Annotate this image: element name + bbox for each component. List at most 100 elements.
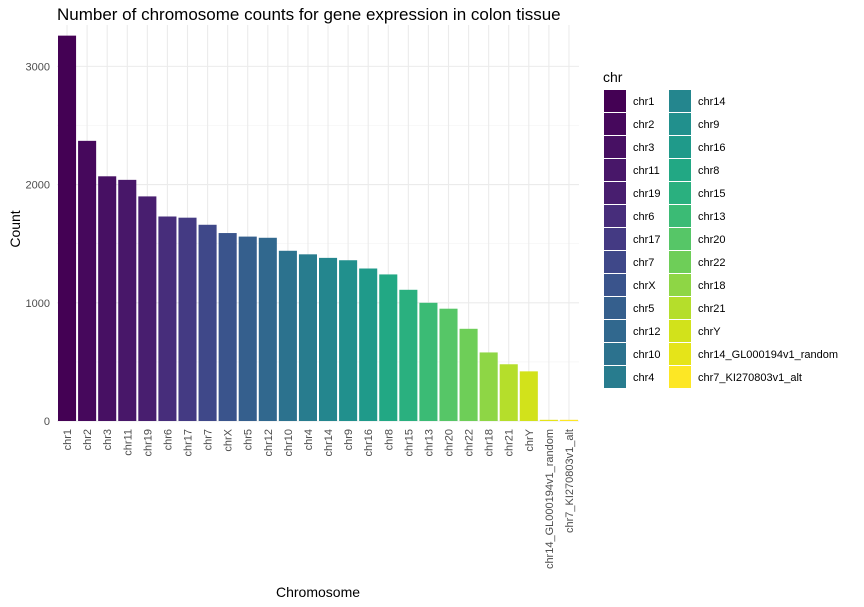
legend-key-chr2: [604, 113, 626, 135]
legend-key-chr16: [669, 136, 691, 158]
legend-label: chr4: [633, 372, 654, 384]
legend-label: chr3: [633, 142, 654, 154]
legend-key-chr15: [669, 182, 691, 204]
legend-key-chr5: [604, 297, 626, 319]
x-tick-label: chrX: [223, 428, 235, 451]
legend-label: chr14_GL000194v1_random: [698, 349, 838, 361]
legend-key-chr1: [604, 90, 626, 112]
legend-key-chr7_KI270803v1_alt: [669, 366, 691, 388]
x-tick-label: chr14: [323, 429, 335, 457]
x-tick-label: chr14_GL000194v1_random: [544, 429, 556, 569]
bar-chr2: [78, 140, 97, 421]
bar-chr1: [58, 35, 77, 422]
bar-chr22: [459, 328, 478, 421]
legend-key-chr12: [604, 320, 626, 342]
bar-chr4: [298, 254, 317, 421]
bar-chr13: [419, 302, 438, 421]
x-tick-label: chr1: [62, 429, 74, 450]
legend-label: chrX: [633, 280, 656, 292]
x-tick-label: chr22: [464, 429, 476, 457]
legend-key-chr22: [669, 251, 691, 273]
x-tick-label: chr9: [343, 429, 355, 450]
legend-label: chr1: [633, 96, 654, 108]
y-axis-ticks: 0 1000 2000 3000: [26, 61, 50, 428]
legend-key-chr19: [604, 182, 626, 204]
x-tick-label: chr2: [82, 429, 94, 450]
x-tick-label: chr7: [203, 429, 215, 450]
bar-chr18: [479, 352, 498, 421]
x-tick-label: chr15: [403, 429, 415, 457]
legend-label: chr10: [633, 349, 661, 361]
bar-chr6: [158, 216, 177, 421]
legend-key-chr7: [604, 251, 626, 273]
bar-chr12: [258, 237, 277, 421]
x-tick-label: chr21: [504, 429, 516, 457]
x-tick-label: chr16: [363, 429, 375, 457]
bar-chr5: [238, 236, 257, 421]
x-tick-label: chr11: [122, 429, 134, 456]
chart-title: Number of chromosome counts for gene exp…: [57, 5, 561, 24]
legend-label: chr18: [698, 280, 726, 292]
legend-label: chr21: [698, 303, 726, 315]
x-tick-label: chr8: [383, 429, 395, 450]
x-tick-label: chr20: [444, 429, 456, 457]
legend-label: chr19: [633, 188, 661, 200]
legend-label: chr16: [698, 142, 726, 154]
legend-label: chr11: [633, 165, 660, 177]
x-tick-label: chr4: [303, 429, 315, 450]
legend-key-chr21: [669, 297, 691, 319]
legend-key-chr18: [669, 274, 691, 296]
legend-key-chr14_GL000194v1_random: [669, 343, 691, 365]
bar-chr14_GL000194v1_random: [539, 419, 558, 421]
legend-title: chr: [603, 69, 623, 85]
legend-label: chr13: [698, 211, 726, 223]
legend-key-chr6: [604, 205, 626, 227]
legend-key-chrX: [604, 274, 626, 296]
x-tick-label: chr19: [142, 429, 154, 457]
bar-chr17: [178, 217, 197, 421]
bar-chrX: [218, 233, 237, 421]
legend-label: chr5: [633, 303, 654, 315]
legend-label: chr17: [633, 234, 661, 246]
legend-label: chr6: [633, 211, 654, 223]
legend-label: chrY: [698, 326, 721, 338]
legend-label: chr20: [698, 234, 726, 246]
y-tick-label: 2000: [26, 180, 50, 192]
legend-label: chr12: [633, 326, 661, 338]
x-axis-label: Chromosome: [276, 584, 360, 600]
x-tick-label: chrY: [524, 428, 536, 451]
bar-chr7: [198, 224, 217, 421]
legend-label: chr22: [698, 257, 726, 269]
legend-label: chr15: [698, 188, 726, 200]
bar-chr3: [98, 176, 117, 421]
bar-chr19: [138, 196, 157, 421]
legend-label: chr7: [633, 257, 654, 269]
bar-chr8: [379, 274, 398, 421]
y-tick-label: 1000: [26, 298, 50, 310]
x-axis-ticks: chr1 chr2 chr3 chr11 chr19 chr6 chr17 chr7 chrX c…: [62, 428, 576, 569]
y-tick-label: 3000: [26, 61, 50, 73]
legend: chr1 chr2 chr3 chr11 chr19 chr6 chr17 chr7 chrX c…: [604, 90, 838, 388]
legend-key-chr11: [604, 159, 626, 181]
x-tick-label: chr5: [243, 429, 255, 450]
legend-key-chr20: [669, 228, 691, 250]
legend-key-chr8: [669, 159, 691, 181]
x-tick-label: chr7_KI270803v1_alt: [564, 429, 576, 533]
x-tick-label: chr12: [263, 429, 275, 457]
bar-chr11: [118, 179, 137, 421]
x-tick-label: chr3: [102, 429, 114, 450]
bar-chr14: [319, 257, 338, 421]
x-tick-label: chr6: [162, 429, 174, 450]
legend-key-chr10: [604, 343, 626, 365]
bar-chr7_KI270803v1_alt: [559, 419, 578, 421]
legend-key-chr3: [604, 136, 626, 158]
bar-chr16: [359, 268, 378, 421]
legend-key-chr17: [604, 228, 626, 250]
bar-chrY: [519, 371, 538, 421]
y-tick-label: 0: [44, 416, 50, 428]
bars: [58, 35, 578, 422]
x-tick-label: chr10: [283, 429, 295, 457]
x-tick-label: chr18: [484, 429, 496, 457]
